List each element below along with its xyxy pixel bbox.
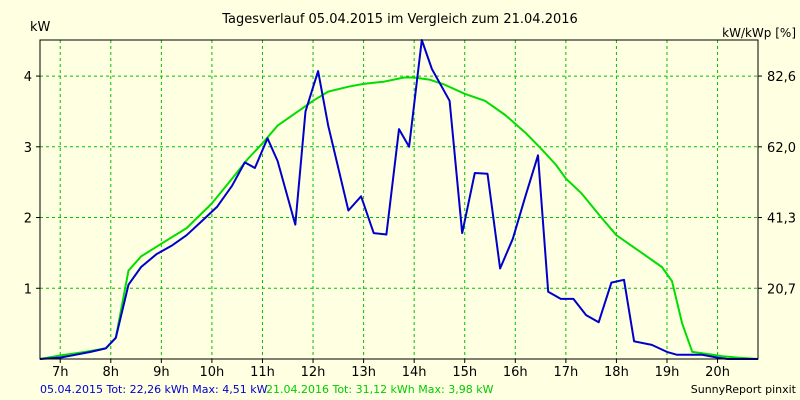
- y-tick-label-right: 41,3: [767, 212, 796, 227]
- x-tick-label: 7h: [52, 365, 69, 380]
- y-tick-label-right: 62,0: [767, 141, 796, 156]
- y-tick-label-left: 2: [24, 212, 32, 227]
- y-tick-label-right: 82,6: [767, 70, 796, 85]
- y-tick-label-left: 3: [24, 141, 32, 156]
- x-tick-label: 20h: [705, 365, 730, 380]
- series-lines: [39, 39, 759, 360]
- x-tick-label: 11h: [250, 365, 275, 380]
- chart-title: Tagesverlauf 05.04.2015 im Vergleich zum…: [221, 12, 578, 27]
- plot-frame: [39, 39, 759, 360]
- x-tick-label: 17h: [553, 365, 578, 380]
- footer-brand: SunnyReport pinxit: [691, 383, 797, 396]
- tick-labels: 7h 8h 9h 10h 11h 12h 13h 14h 15h 16h 17h 18h 19h 20h 1…: [24, 70, 796, 380]
- y-axis-left-label: kW: [30, 20, 51, 35]
- x-tick-label: 10h: [200, 365, 225, 380]
- y-tick-label-right: 20,7: [767, 282, 796, 297]
- grid: [40, 40, 758, 359]
- y-axis-right-label: kW/kWp [%]: [722, 26, 796, 40]
- x-tick-label: 9h: [153, 365, 170, 380]
- series-line: [39, 39, 758, 360]
- x-tick-label: 8h: [103, 365, 120, 380]
- x-tick-label: 18h: [604, 365, 629, 380]
- y-tick-label-left: 4: [24, 70, 32, 85]
- x-tick-label: 12h: [301, 365, 326, 380]
- x-tick-label: 16h: [503, 365, 528, 380]
- y-tick-label-left: 1: [24, 282, 32, 297]
- footer-info-blue: 05.04.2015 Tot: 22,26 kWh Max: 4,51 kW: [40, 383, 268, 396]
- x-tick-label: 19h: [655, 365, 680, 380]
- series-line: [39, 76, 759, 360]
- x-tick-label: 13h: [351, 365, 376, 380]
- footer-info-green: 21.04.2016 Tot: 31,12 kWh Max: 3,98 kW: [266, 383, 494, 396]
- x-tick-label: 14h: [402, 365, 427, 380]
- x-tick-label: 15h: [452, 365, 477, 380]
